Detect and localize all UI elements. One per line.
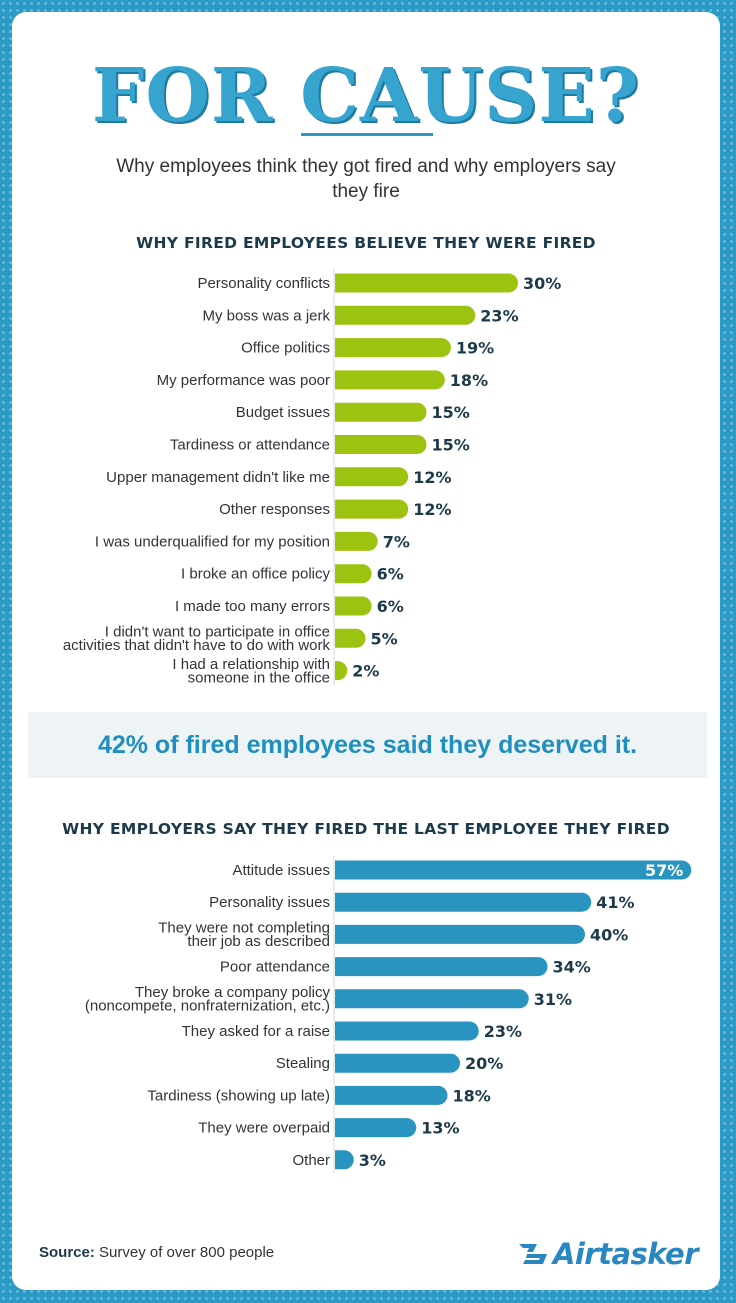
bar <box>335 661 348 681</box>
category-label: I had a relationship with <box>172 656 330 673</box>
value-label: 34% <box>553 958 591 977</box>
value-label: 12% <box>413 468 451 487</box>
airtasker-mark-icon <box>518 1244 547 1264</box>
bar <box>335 435 427 454</box>
bar <box>335 860 692 880</box>
category-label: Personality issues <box>209 894 330 911</box>
value-label: 41% <box>596 893 634 912</box>
bar <box>335 628 366 648</box>
value-label: 15% <box>432 403 470 422</box>
source-text: Survey of over 800 people <box>99 1244 275 1261</box>
value-label: 23% <box>480 306 518 325</box>
page-title: FOR CAUSE? <box>91 53 641 139</box>
category-label: Office politics <box>241 340 330 357</box>
bar <box>335 1118 417 1138</box>
airtasker-logo[interactable]: Airtasker <box>517 1234 699 1274</box>
deserved-it-callout: 42% of fired employees said they deserve… <box>28 712 707 778</box>
category-label: They broke a company policy <box>135 984 331 1001</box>
category-label: I was underqualified for my position <box>95 533 330 550</box>
category-label: Stealing <box>276 1055 330 1072</box>
category-label: someone in the office <box>188 669 330 686</box>
value-label: 7% <box>383 532 410 551</box>
value-label: 23% <box>484 1022 522 1041</box>
category-label: My performance was poor <box>157 372 330 389</box>
value-label: 12% <box>413 500 451 519</box>
category-label: (noncompete, nonfraternization, etc.) <box>85 998 330 1015</box>
value-label: 19% <box>456 339 494 358</box>
bar <box>335 957 548 977</box>
bar <box>335 892 592 912</box>
category-label: I made too many errors <box>175 598 330 615</box>
source-label: Source: <box>39 1244 95 1261</box>
bar <box>335 596 372 616</box>
category-label: Budget issues <box>236 404 330 421</box>
title-underline <box>301 133 433 136</box>
bar <box>335 564 372 584</box>
brand-name: Airtasker <box>552 1237 699 1271</box>
category-label: Upper management didn't like me <box>106 469 330 486</box>
employee-reasons-chart: Personality conflicts 30% My boss was a je… <box>63 268 561 686</box>
employee-chart-title: WHY FIRED EMPLOYEES BELIEVE THEY WERE FI… <box>136 234 596 252</box>
value-label: 13% <box>421 1119 459 1138</box>
category-label: their job as described <box>187 933 330 950</box>
bar <box>335 467 409 487</box>
bar <box>335 273 518 293</box>
category-label: Personality conflicts <box>197 275 330 292</box>
bar <box>335 338 451 358</box>
category-label: They were overpaid <box>198 1120 330 1137</box>
bar <box>335 531 378 551</box>
category-label: Poor attendance <box>220 959 330 976</box>
category-label: activities that didn't have to do with w… <box>63 637 331 654</box>
value-label: 20% <box>465 1054 503 1073</box>
category-label: Attitude issues <box>232 862 330 879</box>
category-label: Tardiness or attendance <box>170 437 330 454</box>
value-label: 5% <box>371 629 398 648</box>
value-label: 57% <box>645 861 683 880</box>
category-label: They asked for a raise <box>182 1023 330 1040</box>
bar <box>335 402 427 422</box>
value-label: 30% <box>523 274 561 293</box>
bar <box>335 305 476 325</box>
bar <box>335 1021 479 1041</box>
employer-chart-title: WHY EMPLOYERS SAY THEY FIRED THE LAST EM… <box>62 820 670 838</box>
bar <box>335 989 529 1009</box>
category-label: My boss was a jerk <box>202 307 330 324</box>
bar <box>335 499 409 519</box>
bar <box>335 1085 448 1105</box>
value-label: 18% <box>450 371 488 390</box>
category-label: They were not completing <box>158 920 330 937</box>
value-label: 15% <box>432 436 470 455</box>
category-label: Tardiness (showing up late) <box>147 1087 330 1104</box>
value-label: 3% <box>359 1151 386 1170</box>
employer-reasons-chart: Attitude issues 57% Personality issues 41% T… <box>85 855 692 1174</box>
source-note: Source: Survey of over 800 people <box>39 1244 274 1261</box>
category-label: Other <box>292 1152 330 1169</box>
value-label: 31% <box>534 990 572 1009</box>
bar <box>335 1053 460 1073</box>
value-label: 6% <box>377 597 404 616</box>
category-label: I didn't want to participate in office <box>105 624 330 641</box>
infographic-card: FOR CAUSE? Why employees think they got … <box>12 12 720 1290</box>
value-label: 2% <box>352 662 379 681</box>
value-label: 6% <box>377 565 404 584</box>
value-label: 18% <box>453 1086 491 1105</box>
value-label: 40% <box>590 925 628 944</box>
footer: Source: Survey of over 800 people Airtas… <box>12 1222 720 1290</box>
page-subtitle: Why employees think they got fired and w… <box>116 156 616 202</box>
bar <box>335 924 585 944</box>
bar <box>335 1150 354 1170</box>
category-label: I broke an office policy <box>181 566 330 583</box>
category-label: Other responses <box>219 501 330 518</box>
bar <box>335 370 445 390</box>
